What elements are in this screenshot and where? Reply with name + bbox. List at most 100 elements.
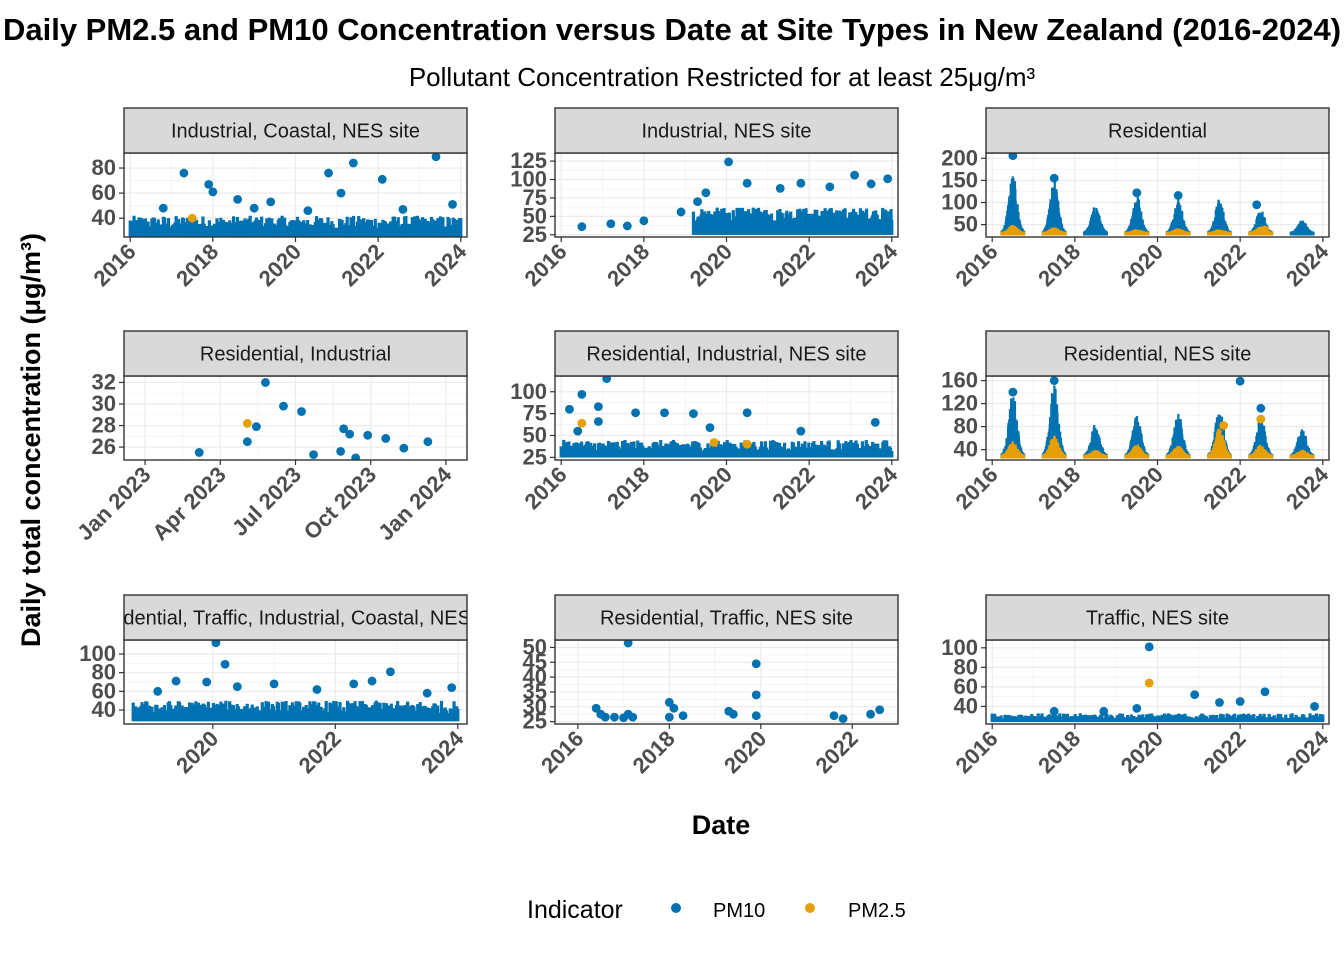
y-tick-label: 80 <box>92 660 116 685</box>
data-point <box>279 401 288 411</box>
x-tick-label: 2018 <box>1033 462 1085 514</box>
data-point <box>664 712 674 722</box>
facet-strip <box>123 330 468 377</box>
data-point <box>336 446 346 456</box>
x-tick-label: Apr 2023 <box>147 462 230 545</box>
chart-subtitle: Pollutant Concentration Restricted for a… <box>409 62 1036 92</box>
data-point <box>367 676 377 686</box>
y-tick-label: 40 <box>523 664 547 689</box>
data-point <box>610 712 619 722</box>
data-point <box>202 677 212 687</box>
data-point <box>309 450 318 460</box>
data-point <box>678 711 688 721</box>
x-tick-label: 2024 <box>1281 461 1334 514</box>
y-tick-label: 100 <box>79 641 116 666</box>
data-point <box>875 705 885 715</box>
y-tick-label: 150 <box>941 167 978 192</box>
facet-panel: Residential, Traffic, Industrial, Coasta… <box>79 594 507 778</box>
data-point <box>194 448 204 457</box>
data-point <box>593 417 603 426</box>
series-pm25 <box>1000 224 1274 236</box>
x-tick-label: 2016 <box>536 726 588 778</box>
y-tick-label: 80 <box>954 654 978 679</box>
legend-label-pm10: PM10 <box>713 900 765 922</box>
facet-strip <box>554 330 899 377</box>
data-point <box>297 407 306 416</box>
y-tick-label: 40 <box>92 205 116 230</box>
y-tick-label: 120 <box>941 391 978 416</box>
x-tick-label: 2016 <box>950 462 1002 514</box>
series-pm10 <box>990 642 1325 723</box>
series-pm25 <box>1000 414 1315 459</box>
data-point <box>577 222 587 232</box>
data-point <box>153 686 163 696</box>
y-tick-label: 26 <box>92 434 116 459</box>
legend-key-pm25 <box>805 903 815 913</box>
x-tick-label: 2024 <box>850 238 903 291</box>
series-pm10 <box>577 157 894 235</box>
x-tick-label: 2022 <box>767 462 819 514</box>
data-point <box>171 676 181 686</box>
y-tick-label: 35 <box>523 679 547 704</box>
facet-strip-label: Traffic, NES site <box>1086 608 1229 630</box>
data-point <box>669 703 679 713</box>
data-point <box>866 709 875 719</box>
data-point <box>363 430 373 440</box>
y-tick-label: 50 <box>523 203 547 228</box>
data-point <box>423 437 433 447</box>
data-point <box>1235 376 1245 386</box>
data-point <box>1260 225 1270 235</box>
data-point <box>705 423 715 433</box>
x-tick-label: 2020 <box>685 239 737 291</box>
data-point <box>351 453 361 460</box>
x-tick-label: 2022 <box>1198 726 1250 778</box>
data-point <box>336 188 346 198</box>
facet-strip-label: Residential, Traffic, Industrial, Coasta… <box>83 608 507 630</box>
data-point <box>1260 687 1270 697</box>
y-tick-label: 25 <box>523 444 547 469</box>
data-point <box>220 659 230 669</box>
data-point <box>796 426 806 436</box>
data-point <box>664 697 674 707</box>
data-point <box>825 182 835 192</box>
data-point <box>600 712 610 722</box>
data-point <box>838 714 848 724</box>
data-point <box>399 443 409 453</box>
data-point <box>233 194 243 204</box>
facet-strip-label: Residential, Traffic, NES site <box>600 608 853 630</box>
series-pm25 <box>242 418 252 428</box>
data-point <box>850 170 860 180</box>
y-tick-label: 60 <box>92 678 116 703</box>
x-tick-label: Oct 2023 <box>299 462 382 545</box>
y-tick-label: 50 <box>954 212 978 237</box>
legend-key-pm10 <box>671 903 681 913</box>
data-point <box>689 409 698 419</box>
y-tick-label: 30 <box>92 391 116 416</box>
data-point <box>266 197 276 207</box>
data-point <box>381 434 391 443</box>
data-point <box>1132 703 1142 713</box>
x-tick-label: 2018 <box>602 239 654 291</box>
panel-data <box>591 640 885 724</box>
x-tick-label: 2022 <box>1198 239 1250 291</box>
data-point <box>1010 226 1020 236</box>
data-point <box>261 378 270 387</box>
y-tick-label: 40 <box>954 693 978 718</box>
facet-strip-label: Residential <box>1108 121 1207 143</box>
data-point <box>345 429 355 439</box>
x-tick-label: 2020 <box>1116 239 1168 291</box>
data-point <box>701 188 711 198</box>
panel-data <box>194 378 433 460</box>
x-tick-label: 2024 <box>1281 238 1334 291</box>
data-point <box>1235 697 1245 706</box>
data-point <box>232 682 242 692</box>
legend-title: Indicator <box>527 896 623 924</box>
data-point <box>242 437 252 447</box>
data-point <box>1144 678 1154 688</box>
legend-label-pm25: PM2.5 <box>848 900 906 922</box>
x-tick-label: 2016 <box>88 239 140 291</box>
data-point <box>447 683 457 692</box>
x-tick-label: 2016 <box>950 239 1002 291</box>
data-point <box>349 679 359 689</box>
